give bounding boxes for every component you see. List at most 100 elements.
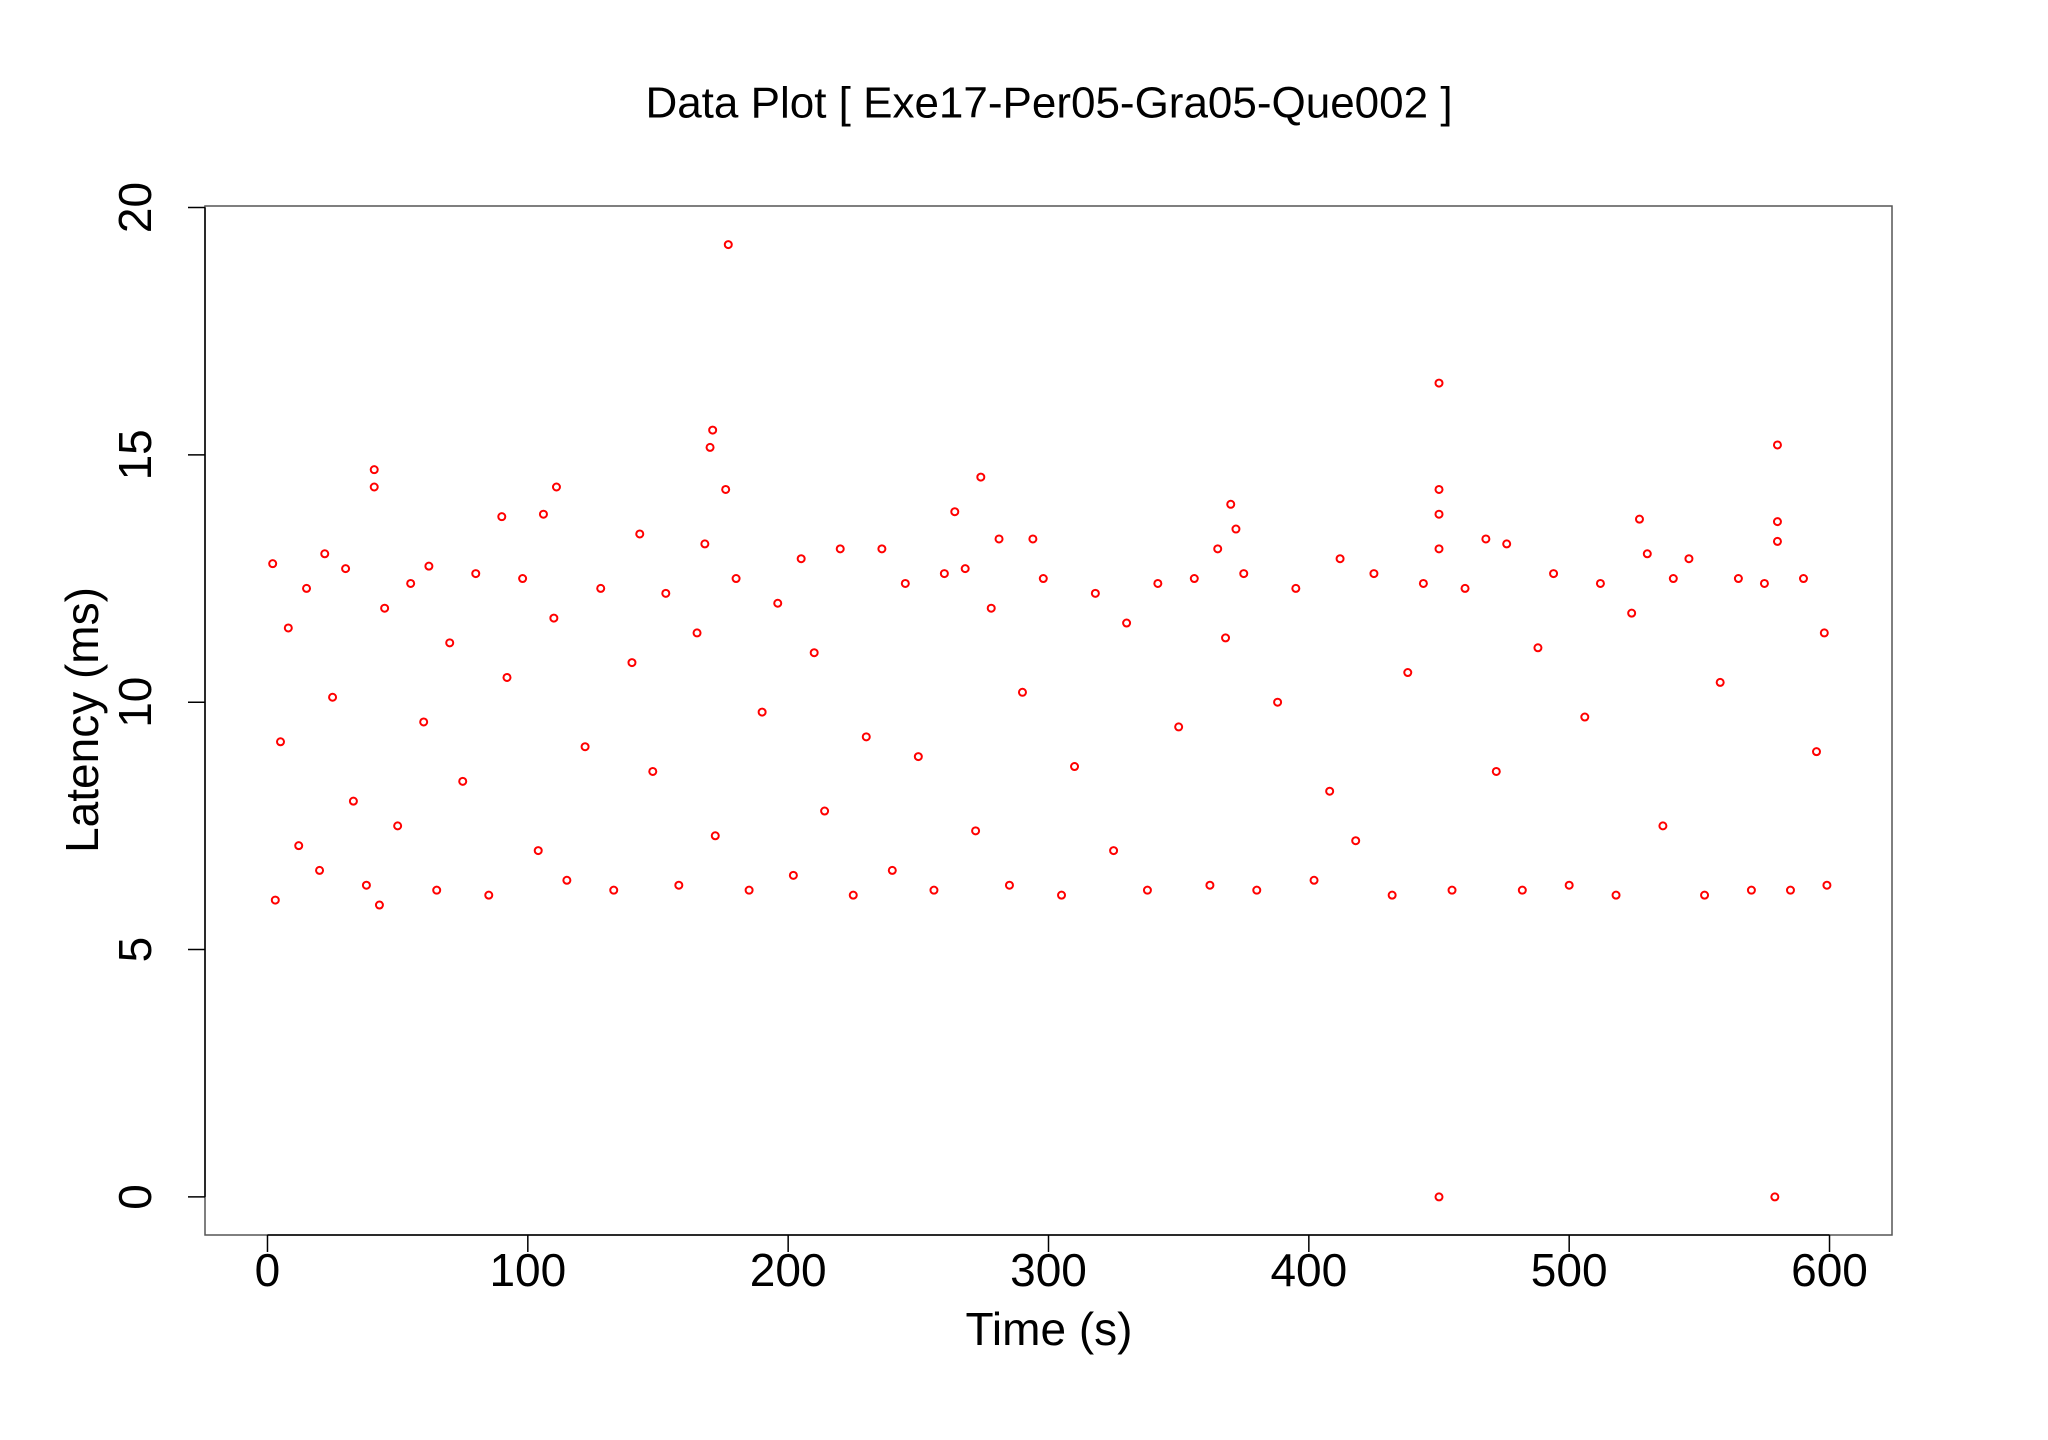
data-point: [1580, 712, 1590, 722]
data-point: [627, 658, 637, 668]
data-point: [1418, 578, 1428, 588]
data-point: [1174, 722, 1184, 732]
data-point: [1090, 588, 1100, 598]
data-point: [1369, 569, 1379, 579]
data-point: [1812, 747, 1822, 757]
data-point: [1189, 574, 1199, 584]
x-tick-label: 500: [1531, 1244, 1608, 1296]
data-point: [913, 752, 923, 762]
data-point: [809, 648, 819, 658]
data-point: [275, 737, 285, 747]
data-point: [1109, 846, 1119, 856]
data-point: [1017, 687, 1027, 697]
data-point: [1772, 440, 1782, 450]
data-point: [648, 766, 658, 776]
data-point: [1772, 536, 1782, 546]
data-point: [445, 638, 455, 648]
data-point: [1038, 574, 1048, 584]
data-point: [484, 890, 494, 900]
data-point: [692, 628, 702, 638]
data-point: [361, 880, 371, 890]
data-point: [976, 472, 986, 482]
data-point: [1700, 890, 1710, 900]
data-point: [835, 544, 845, 554]
data-point: [1642, 549, 1652, 559]
data-point: [731, 574, 741, 584]
data-point: [369, 482, 379, 492]
data-point: [1226, 499, 1236, 509]
data-point: [788, 870, 798, 880]
data-point: [1252, 885, 1262, 895]
data-point: [1291, 583, 1301, 593]
data-point: [1434, 1192, 1444, 1202]
data-point: [1627, 608, 1637, 618]
data-point: [518, 574, 528, 584]
data-point: [424, 561, 434, 571]
x-axis-label: Time (s): [966, 1303, 1133, 1355]
data-point: [1517, 885, 1527, 895]
data-point: [1611, 890, 1621, 900]
data-point: [294, 841, 304, 851]
data-point: [1684, 554, 1694, 564]
data-point: [1057, 890, 1067, 900]
data-point: [1403, 668, 1413, 678]
y-axis-label: Latency (ms): [56, 587, 108, 853]
data-point: [1785, 885, 1795, 895]
y-tick-label: 15: [109, 429, 161, 480]
data-point: [994, 534, 1004, 544]
data-point: [971, 826, 981, 836]
data-point: [1447, 885, 1457, 895]
data-point: [320, 549, 330, 559]
data-point: [723, 240, 733, 250]
data-point: [1668, 574, 1678, 584]
data-point: [661, 588, 671, 598]
data-point: [551, 482, 561, 492]
data-point: [1434, 509, 1444, 519]
data-point: [1351, 836, 1361, 846]
data-point: [700, 539, 710, 549]
data-point: [773, 598, 783, 608]
data-point: [406, 578, 416, 588]
data-point: [1481, 534, 1491, 544]
data-point: [1460, 583, 1470, 593]
data-point: [950, 507, 960, 517]
data-point: [580, 742, 590, 752]
data-point: [1153, 578, 1163, 588]
data-point: [419, 717, 429, 727]
data-point: [432, 885, 442, 895]
data-point: [1533, 643, 1543, 653]
data-point: [609, 885, 619, 895]
data-point: [1004, 880, 1014, 890]
x-tick-label: 0: [255, 1244, 281, 1296]
data-point: [1819, 628, 1829, 638]
data-point: [502, 672, 512, 682]
data-point: [596, 583, 606, 593]
data-point: [1335, 554, 1345, 564]
data-point: [283, 623, 293, 633]
data-point: [1273, 697, 1283, 707]
data-point: [369, 465, 379, 475]
data-point: [1798, 574, 1808, 584]
data-point: [1434, 484, 1444, 494]
data-point: [380, 603, 390, 613]
data-point: [1122, 618, 1132, 628]
data-point: [562, 875, 572, 885]
chart-title: Data Plot [ Exe17-Per05-Gra05-Que002 ]: [645, 79, 1452, 128]
data-point: [315, 865, 325, 875]
data-point: [1634, 514, 1644, 524]
data-point: [1658, 821, 1668, 831]
data-point: [744, 885, 754, 895]
x-tick-label: 100: [489, 1244, 566, 1296]
data-point: [900, 578, 910, 588]
data-point: [268, 559, 278, 569]
y-tick-label: 5: [109, 937, 161, 963]
data-point: [887, 865, 897, 875]
data-point: [393, 821, 403, 831]
data-point: [533, 846, 543, 856]
x-tick-label: 300: [1010, 1244, 1087, 1296]
data-point: [1822, 880, 1832, 890]
data-point: [1221, 633, 1231, 643]
data-point: [757, 707, 767, 717]
data-point: [458, 776, 468, 786]
